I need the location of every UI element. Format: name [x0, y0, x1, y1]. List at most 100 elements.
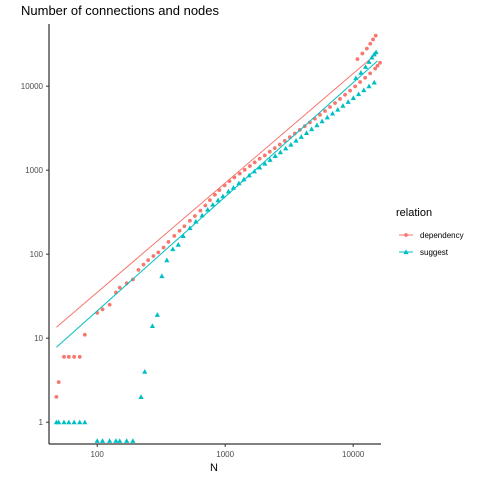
- data-point-dependency: [348, 88, 352, 93]
- data-point-suggest: [99, 438, 106, 443]
- data-point-dependency: [156, 250, 161, 255]
- data-point-suggest: [230, 185, 237, 190]
- data-point-dependency: [66, 354, 71, 359]
- fit-line-suggest: [56, 60, 378, 348]
- data-point-suggest: [113, 438, 119, 443]
- data-point-dependency: [358, 80, 363, 84]
- data-point-suggest: [277, 149, 283, 155]
- legend-title: relation: [396, 207, 432, 219]
- y-tick-label: 10000: [21, 82, 44, 91]
- data-point-dependency: [343, 92, 347, 97]
- data-point-suggest: [373, 49, 379, 55]
- data-point-suggest: [61, 419, 67, 425]
- legend-label-dependency: dependency: [420, 231, 464, 240]
- data-point-dependency: [188, 218, 192, 223]
- data-point-dependency: [82, 332, 87, 337]
- data-point-dependency: [146, 258, 151, 263]
- data-point-suggest: [170, 246, 176, 252]
- data-point-dependency: [227, 179, 232, 184]
- data-point-dependency: [198, 208, 203, 213]
- data-point-dependency: [338, 97, 342, 101]
- data-point-suggest: [130, 438, 136, 443]
- data-point-suggest: [164, 257, 170, 263]
- data-point-suggest: [293, 138, 299, 143]
- y-tick-label: 1: [39, 418, 44, 427]
- data-point-suggest: [298, 134, 304, 139]
- data-point-dependency: [203, 203, 208, 208]
- data-point-suggest: [309, 126, 315, 132]
- data-point-suggest: [288, 141, 294, 147]
- data-point-suggest: [142, 369, 148, 374]
- data-point-dependency: [107, 302, 112, 307]
- data-point-suggest: [236, 180, 242, 186]
- data-point-dependency: [77, 354, 82, 359]
- data-point-suggest: [361, 87, 367, 93]
- data-point-dependency: [182, 224, 187, 229]
- data-point-dependency: [375, 63, 380, 68]
- data-point-suggest: [366, 59, 372, 64]
- data-point-dependency: [272, 146, 277, 151]
- data-point-dependency: [100, 307, 105, 312]
- data-point-suggest: [66, 419, 72, 425]
- data-point-suggest: [220, 193, 226, 199]
- data-point-dependency: [56, 380, 61, 385]
- data-point-suggest: [94, 438, 100, 443]
- data-point-suggest: [241, 176, 247, 182]
- data-point-dependency: [252, 160, 257, 165]
- data-point-dependency: [355, 57, 360, 62]
- data-point-suggest: [340, 103, 346, 108]
- data-point-dependency: [373, 33, 378, 38]
- data-point-dependency: [282, 139, 287, 143]
- data-point-dependency: [141, 262, 146, 267]
- x-tick-label: 10000: [342, 450, 365, 459]
- data-point-dependency: [353, 84, 357, 89]
- x-tick-label: 1000: [216, 450, 234, 459]
- data-point-dependency: [242, 167, 247, 172]
- data-point-dependency: [262, 153, 267, 158]
- data-point-suggest: [324, 114, 330, 120]
- x-axis-title: N: [210, 462, 218, 474]
- data-point-dependency: [292, 131, 297, 136]
- data-point-dependency: [136, 268, 141, 272]
- data-point-suggest: [71, 419, 77, 425]
- data-point-suggest: [82, 419, 88, 425]
- data-point-suggest: [353, 75, 359, 81]
- data-point-suggest: [159, 273, 165, 279]
- data-point-suggest: [56, 419, 62, 425]
- data-point-dependency: [232, 175, 237, 180]
- data-point-dependency: [368, 41, 373, 46]
- data-point-suggest: [117, 438, 123, 443]
- data-point-suggest: [329, 110, 336, 116]
- data-point-suggest: [138, 394, 144, 399]
- data-point-dependency: [267, 149, 272, 154]
- legend-key-marker-suggest: [403, 249, 409, 255]
- data-point-dependency: [193, 214, 197, 218]
- data-point-suggest: [251, 168, 257, 174]
- data-point-suggest: [283, 145, 289, 151]
- data-point-suggest: [272, 153, 278, 158]
- data-point-suggest: [205, 206, 211, 212]
- data-point-dependency: [364, 46, 369, 51]
- legend: relation dependency suggest: [396, 207, 464, 257]
- data-point-suggest: [246, 172, 252, 178]
- data-point-suggest: [107, 438, 113, 443]
- data-point-suggest: [149, 323, 156, 328]
- data-point-dependency: [257, 156, 262, 161]
- data-point-dependency: [212, 192, 217, 197]
- data-point-suggest: [199, 212, 205, 218]
- data-point-suggest: [257, 164, 263, 170]
- data-point-suggest: [356, 91, 362, 97]
- data-point-dependency: [151, 254, 156, 258]
- data-point-dependency: [360, 51, 365, 56]
- data-point-dependency: [217, 188, 222, 192]
- data-point-dependency: [172, 234, 177, 238]
- legend-key-marker-dependency: [404, 233, 408, 237]
- data-point-suggest: [225, 188, 232, 194]
- data-point-dependency: [318, 112, 322, 117]
- y-tick-label: 10: [34, 334, 43, 343]
- data-point-suggest: [193, 218, 199, 224]
- data-point-suggest: [371, 79, 377, 85]
